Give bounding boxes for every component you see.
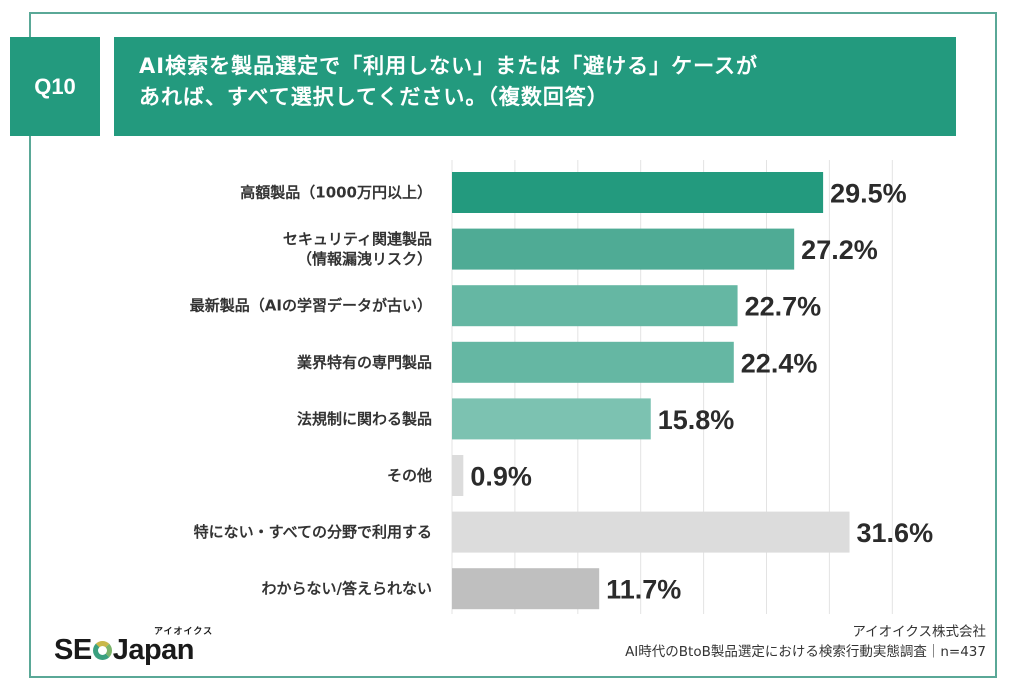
category-label: わからない/答えられない — [262, 580, 432, 598]
logo-text-japan: Japan — [112, 634, 195, 666]
value-label: 22.4% — [741, 348, 818, 378]
survey-name: AI時代のBtoB製品選定における検索行動実態調査｜n=437 — [625, 644, 986, 660]
category-label: （情報漏洩リスク） — [297, 250, 432, 268]
category-label: 業界特有の専門製品 — [296, 353, 432, 371]
question-title-box: AI検索を製品選定で「利用しない」または「避ける」ケースが あれば、すべて選択し… — [114, 37, 956, 136]
question-number: Q10 — [34, 73, 76, 99]
value-label: 11.7% — [606, 575, 681, 605]
bar — [452, 568, 600, 610]
seo-japan-logo: SE Japan アイオイクス — [54, 626, 224, 668]
value-label: 15.8% — [658, 405, 735, 435]
category-label: 法規制に関わる製品 — [297, 410, 432, 428]
question-title-line-2: あれば、すべて選択してください。（複数回答） — [139, 85, 609, 109]
bar — [452, 341, 734, 383]
value-label: 31.6% — [857, 518, 934, 548]
bars — [452, 172, 850, 610]
logo-ring-icon — [92, 641, 112, 660]
question-number-badge: Q10 — [10, 37, 100, 136]
category-label: セキュリティ関連製品 — [283, 230, 432, 248]
logo-text-se: SE — [54, 634, 92, 666]
bar — [452, 455, 464, 496]
bar — [452, 172, 824, 213]
bar — [452, 228, 795, 270]
category-label: 特にない・すべての分野で利用する — [194, 523, 432, 541]
bar — [452, 511, 850, 553]
value-label: 22.7% — [745, 292, 822, 322]
category-label: 最新製品（AIの学習データが古い） — [190, 297, 432, 315]
source-note: アイオイクス株式会社 AI時代のBtoB製品選定における検索行動実態調査｜n=4… — [625, 622, 986, 662]
bar — [452, 398, 651, 440]
question-title-line-1: AI検索を製品選定で「利用しない」または「避ける」ケースが — [139, 54, 759, 78]
bar — [452, 285, 738, 327]
category-label: その他 — [387, 467, 432, 485]
logo-kana: アイオイクス — [154, 627, 214, 637]
company-name: アイオイクス株式会社 — [852, 624, 986, 640]
category-labels: 高額製品（1000万円以上） セキュリティ関連製品 （情報漏洩リスク） 最新製品（AI… — [190, 184, 432, 598]
value-label: 27.2% — [801, 235, 878, 265]
category-label: 高額製品（1000万円以上） — [240, 184, 432, 202]
value-labels: 29.5% 27.2% 22.7% 22.4%15.8% 0.9% 31.6% 11.7% — [470, 179, 933, 605]
value-label: 29.5% — [830, 179, 907, 209]
value-label: 0.9% — [470, 462, 532, 492]
